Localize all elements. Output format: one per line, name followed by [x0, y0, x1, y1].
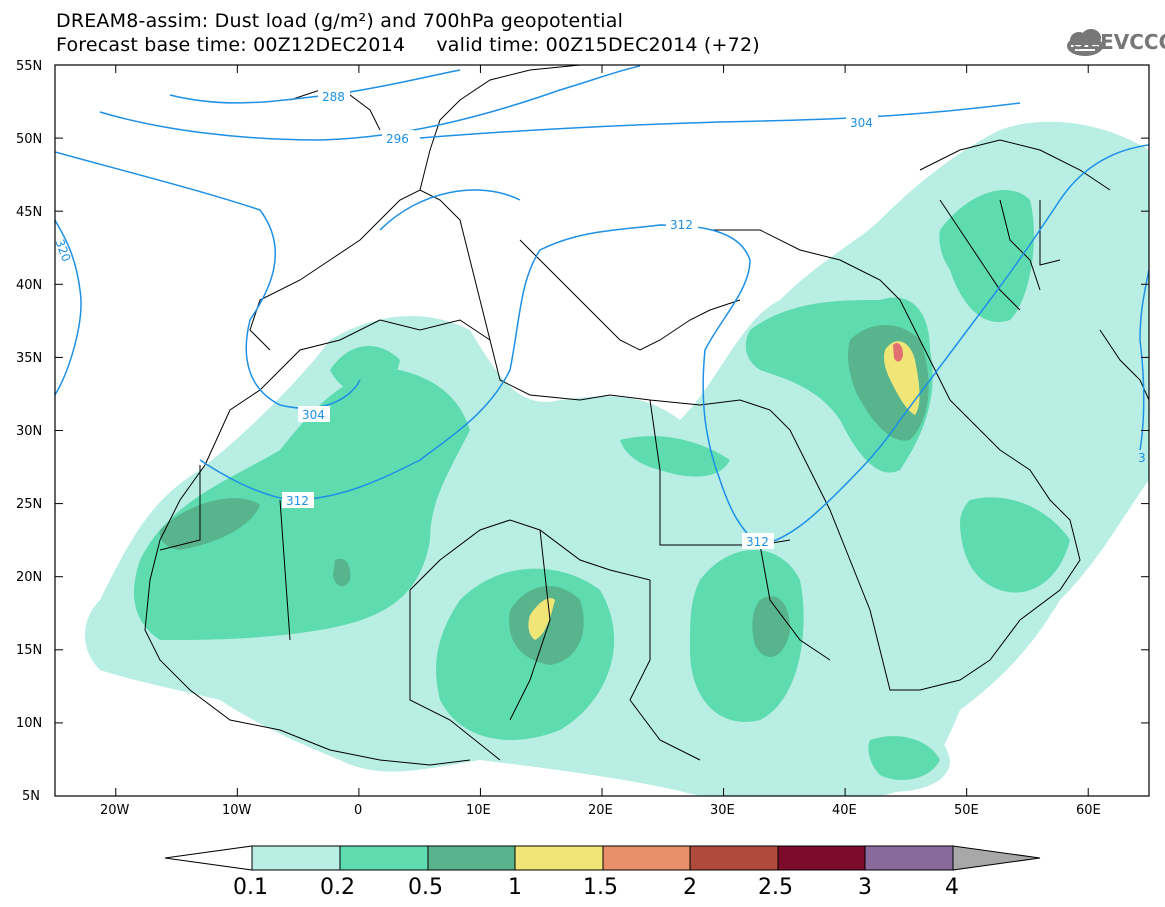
colorbar-label: 2	[683, 875, 697, 900]
contour-label: 304	[850, 116, 873, 130]
lon-tick-label: 20W	[100, 803, 130, 818]
contour-label: 288	[322, 90, 345, 104]
contour-label: 312	[286, 494, 309, 508]
colorbar-label: 4	[945, 875, 959, 900]
colorbar-segment	[339, 845, 429, 871]
colorbar: 0.1 0.2 0.5 1 1.5 2 2.5 3 4	[164, 845, 1041, 900]
lat-tick-label: 10N	[16, 716, 42, 731]
colorbar-label: 0.1	[233, 875, 268, 900]
logo-text: SEEVCCC	[1072, 30, 1165, 54]
lat-tick-label: 45N	[16, 205, 42, 220]
lat-tick-label: 5N	[22, 789, 40, 804]
lon-tick-label: 30E	[710, 803, 735, 818]
dust-layer: 288 296 304 304 312 312 312 320 3	[52, 65, 1149, 796]
contour-label: 296	[386, 132, 409, 146]
colorbar-label: 0.2	[320, 875, 355, 900]
colorbar-segment	[251, 845, 341, 871]
lat-tick-label: 20N	[16, 570, 42, 585]
lat-axis: 55N 50N 45N 40N 35N 30N 25N 20N 15N 10N …	[16, 59, 42, 804]
lat-tick-label: 40N	[16, 278, 42, 293]
lon-tick-label: 0	[354, 803, 362, 818]
colorbar-label: 1.5	[583, 875, 618, 900]
colorbar-segment	[777, 845, 866, 871]
lat-tick-label: 30N	[16, 424, 42, 439]
contour-label: 312	[746, 535, 769, 549]
lon-tick-label: 20E	[588, 803, 613, 818]
colorbar-segment	[602, 845, 691, 871]
colorbar-label: 3	[858, 875, 872, 900]
cloud-icon	[1067, 29, 1103, 56]
contour-label: 304	[302, 408, 325, 422]
lon-tick-label: 10E	[466, 803, 491, 818]
lon-tick-label: 60E	[1076, 803, 1101, 818]
colorbar-low-arrow	[164, 845, 253, 871]
lat-tick-label: 25N	[16, 497, 42, 512]
colorbar-segment	[427, 845, 516, 871]
colorbar-high-arrow	[952, 845, 1041, 871]
contour-label: 320	[52, 237, 73, 263]
lat-tick-label: 15N	[16, 643, 42, 658]
contour-label: 3	[1138, 451, 1146, 465]
colorbar-segment	[514, 845, 604, 871]
lon-tick-label: 10W	[222, 803, 252, 818]
colorbar-label: 1	[508, 875, 522, 900]
colorbar-label: 0.5	[408, 875, 443, 900]
colorbar-label: 2.5	[758, 875, 793, 900]
map-title: DREAM8-assim: Dust load (g/m²) and 700hP…	[56, 10, 624, 32]
lat-tick-label: 50N	[16, 132, 42, 147]
colorbar-segment	[689, 845, 779, 871]
lon-axis: 20W 10W 0 10E 20E 30E 40E 50E 60E	[100, 803, 1101, 818]
contour-label: 312	[670, 218, 693, 232]
colorbar-segment	[864, 845, 954, 871]
lon-tick-label: 50E	[954, 803, 979, 818]
lon-tick-label: 40E	[832, 803, 857, 818]
map-subtitle: Forecast base time: 00Z12DEC2014 valid t…	[56, 34, 760, 56]
lat-tick-label: 55N	[16, 59, 42, 74]
lat-tick-label: 35N	[16, 351, 42, 366]
